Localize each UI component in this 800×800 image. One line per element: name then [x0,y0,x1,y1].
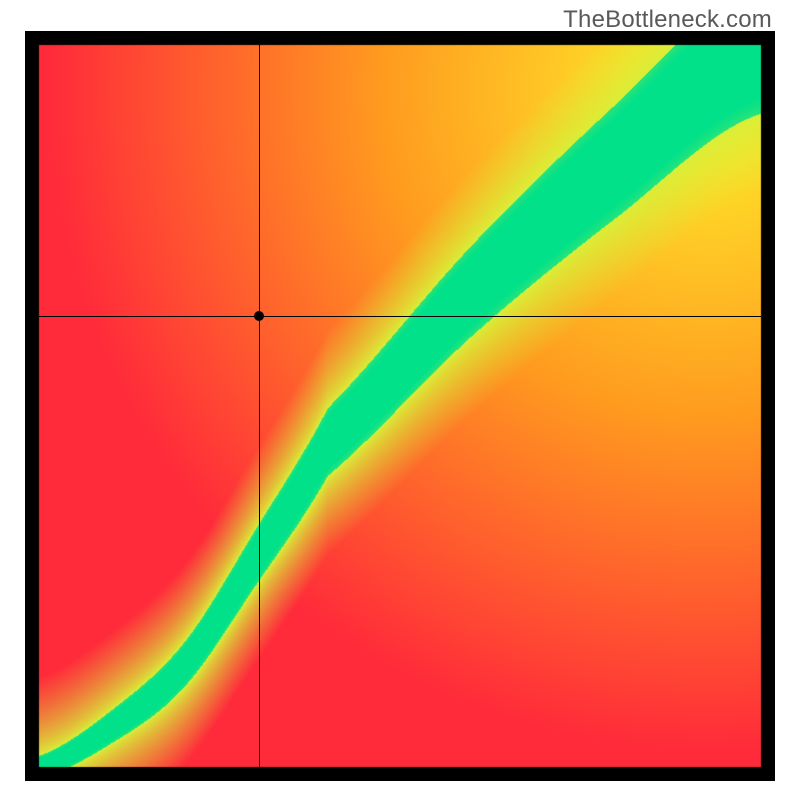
chart-wrapper: TheBottleneck.com [0,0,800,800]
heatmap-canvas [25,31,775,781]
plot-area [25,31,775,781]
watermark-text: TheBottleneck.com [563,6,772,34]
